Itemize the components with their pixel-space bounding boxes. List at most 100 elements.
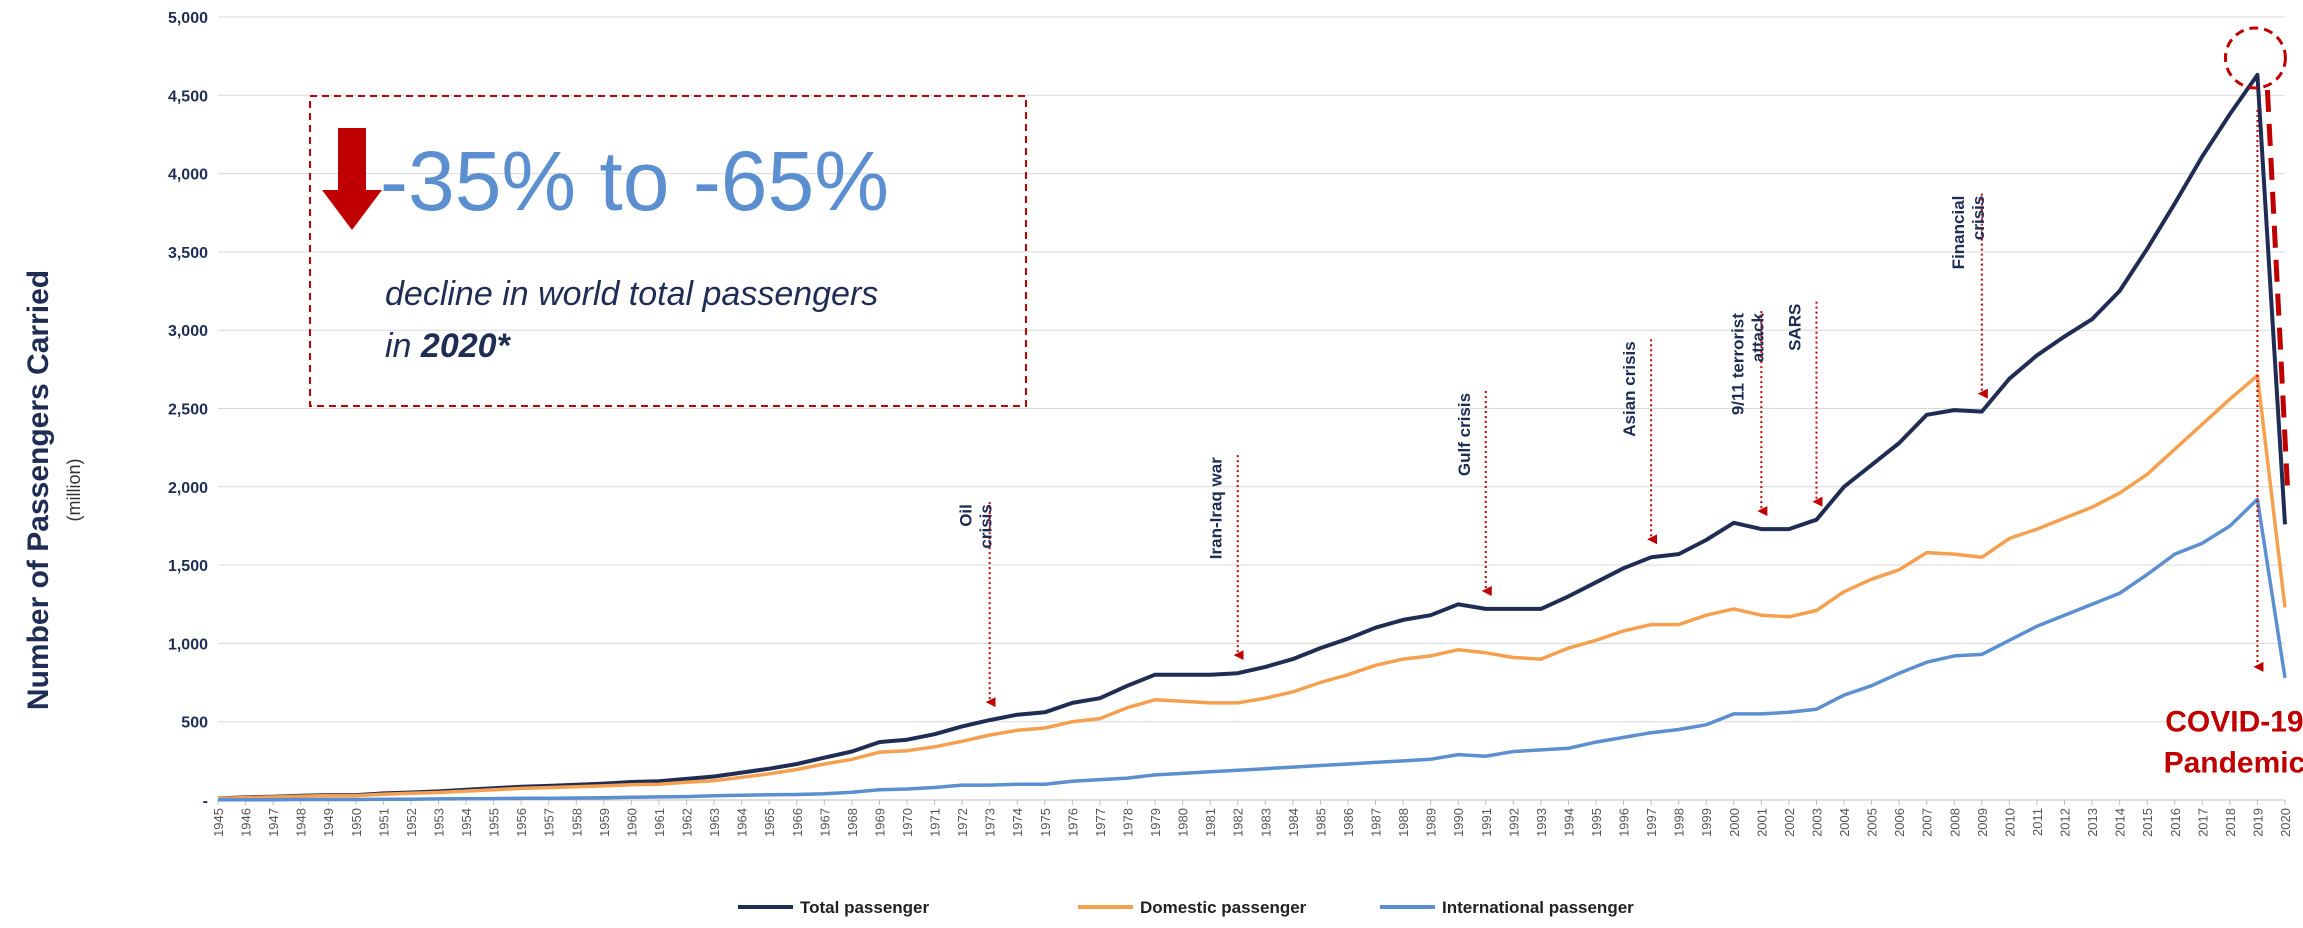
x-tick-label: 2004 xyxy=(1837,808,1852,837)
x-tick-label: 1951 xyxy=(376,808,391,837)
x-tick-label: 1974 xyxy=(1010,808,1025,837)
x-tick-label: 2014 xyxy=(2113,808,2128,837)
covid-peak-circle xyxy=(2223,26,2287,90)
x-tick-label: 1997 xyxy=(1644,808,1659,837)
x-tick-label: 1945 xyxy=(211,808,226,837)
series-line xyxy=(217,373,2287,801)
event-label: attack xyxy=(1748,313,1767,363)
y-tick-label: 2,500 xyxy=(168,402,208,419)
x-tick-label: 1957 xyxy=(542,808,557,837)
decline-year: 2020* xyxy=(420,327,512,365)
event-label: SARS xyxy=(1785,304,1804,351)
x-tick-label: 1947 xyxy=(266,808,281,837)
x-tick-label: 1992 xyxy=(1506,808,1521,837)
legend-label: International passenger xyxy=(1442,898,1634,917)
x-tick-label: 2015 xyxy=(2140,808,2155,837)
x-tick-label: 2019 xyxy=(2250,808,2265,837)
y-tick-label: 4,000 xyxy=(168,167,208,184)
x-tick-label: 1946 xyxy=(239,808,254,837)
event-label: Iran-Iraq war xyxy=(1207,457,1226,559)
x-tick-labels: 1945 1946 1947 1948 1949 1950 1951 1952 1953 1954… xyxy=(211,800,2293,837)
x-tick-label: 2006 xyxy=(1892,808,1907,837)
event-label: Oil xyxy=(957,504,976,527)
x-tick-label: 1953 xyxy=(431,808,446,837)
x-tick-label: 1987 xyxy=(1369,808,1384,837)
x-tick-label: 1960 xyxy=(624,808,639,837)
y-tick-label: 4,500 xyxy=(168,88,208,105)
y-tick-label: 2,000 xyxy=(168,480,208,497)
covid-label-line2: Pandemic xyxy=(2164,747,2303,780)
x-tick-label: 2010 xyxy=(2002,808,2017,837)
y-axis-label: Number of Passengers Carried xyxy=(22,270,55,710)
covid-label-line1: COVID-19 xyxy=(2165,706,2303,739)
x-tick-label: 1954 xyxy=(459,808,474,837)
y-tick-label: 3,000 xyxy=(168,323,208,340)
x-tick-label: 1995 xyxy=(1589,808,1604,837)
x-tick-label: 1972 xyxy=(955,808,970,837)
x-tick-label: 1981 xyxy=(1203,808,1218,837)
x-tick-label: 1979 xyxy=(1148,808,1163,837)
legend: Total passenger Domestic passenger Interna… xyxy=(738,898,1634,917)
y-tick-labels: - 500 1,000 1,500 2,000 2,500 3,000 3,500 4,000 4… xyxy=(168,10,208,810)
x-tick-label: 1998 xyxy=(1672,808,1687,837)
x-tick-label: 2007 xyxy=(1920,808,1935,837)
x-tick-label: 1982 xyxy=(1231,808,1246,837)
x-tick-label: 1975 xyxy=(1038,808,1053,837)
series-lines xyxy=(217,72,2287,802)
x-tick-label: 1993 xyxy=(1534,808,1549,837)
x-tick-label: 2020 xyxy=(2278,808,2293,837)
x-tick-label: 1959 xyxy=(597,808,612,837)
decline-text-line1: decline in world total passengers xyxy=(385,275,878,313)
x-tick-label: 2002 xyxy=(1782,808,1797,837)
legend-label: Domestic passenger xyxy=(1140,898,1307,917)
y-axis-unit: (million) xyxy=(64,459,84,522)
x-tick-label: 1977 xyxy=(1093,808,1108,837)
event-label: 9/11 terrorist xyxy=(1728,313,1747,415)
x-tick-label: 1973 xyxy=(983,808,998,837)
x-tick-label: 2016 xyxy=(2168,808,2183,837)
x-tick-label: 1988 xyxy=(1396,808,1411,837)
series-line xyxy=(217,72,2287,801)
x-tick-label: 1968 xyxy=(845,808,860,837)
y-tick-label: 5,000 xyxy=(168,10,208,27)
x-tick-label: 1983 xyxy=(1258,808,1273,837)
x-tick-label: 1950 xyxy=(349,808,364,837)
y-tick-label: - xyxy=(203,793,208,810)
x-tick-label: 2003 xyxy=(1809,808,1824,837)
x-tick-label: 1976 xyxy=(1065,808,1080,837)
x-tick-label: 1970 xyxy=(900,808,915,837)
x-tick-label: 1986 xyxy=(1341,808,1356,837)
x-tick-label: 1978 xyxy=(1120,808,1135,837)
x-tick-label: 1958 xyxy=(569,808,584,837)
decline-text-prefix: in xyxy=(385,327,421,365)
covid-annotation: COVID-19 Pandemic xyxy=(2164,26,2303,780)
decline-callout: -35% to -65% decline in world total pass… xyxy=(309,95,1027,407)
x-tick-label: 1948 xyxy=(294,808,309,837)
legend-label: Total passenger xyxy=(800,898,929,917)
x-tick-label: 1999 xyxy=(1699,808,1714,837)
event-label: Asian crisis xyxy=(1620,341,1639,436)
x-tick-label: 2009 xyxy=(1975,808,1990,837)
x-tick-label: 1980 xyxy=(1176,808,1191,837)
y-tick-label: 1,000 xyxy=(168,636,208,653)
y-tick-label: 1,500 xyxy=(168,558,208,575)
x-tick-label: 2000 xyxy=(1727,808,1742,837)
decline-range: -35% to -65% xyxy=(380,134,889,228)
x-tick-label: 1967 xyxy=(817,808,832,837)
x-tick-label: 2018 xyxy=(2223,808,2238,837)
y-tick-label: 500 xyxy=(181,715,208,732)
x-tick-label: 1961 xyxy=(652,808,667,837)
x-tick-label: 1955 xyxy=(487,808,502,837)
decline-box-border xyxy=(309,95,1027,407)
decline-text-line2: in 2020* xyxy=(385,327,512,365)
x-tick-label: 1989 xyxy=(1424,808,1439,837)
gridlines xyxy=(218,16,2285,801)
series-line xyxy=(217,497,2287,802)
x-tick-label: 1956 xyxy=(514,808,529,837)
x-tick-label: 1971 xyxy=(928,808,943,837)
x-tick-label: 1965 xyxy=(762,808,777,837)
x-tick-label: 1985 xyxy=(1313,808,1328,837)
x-tick-label: 1994 xyxy=(1561,808,1576,837)
